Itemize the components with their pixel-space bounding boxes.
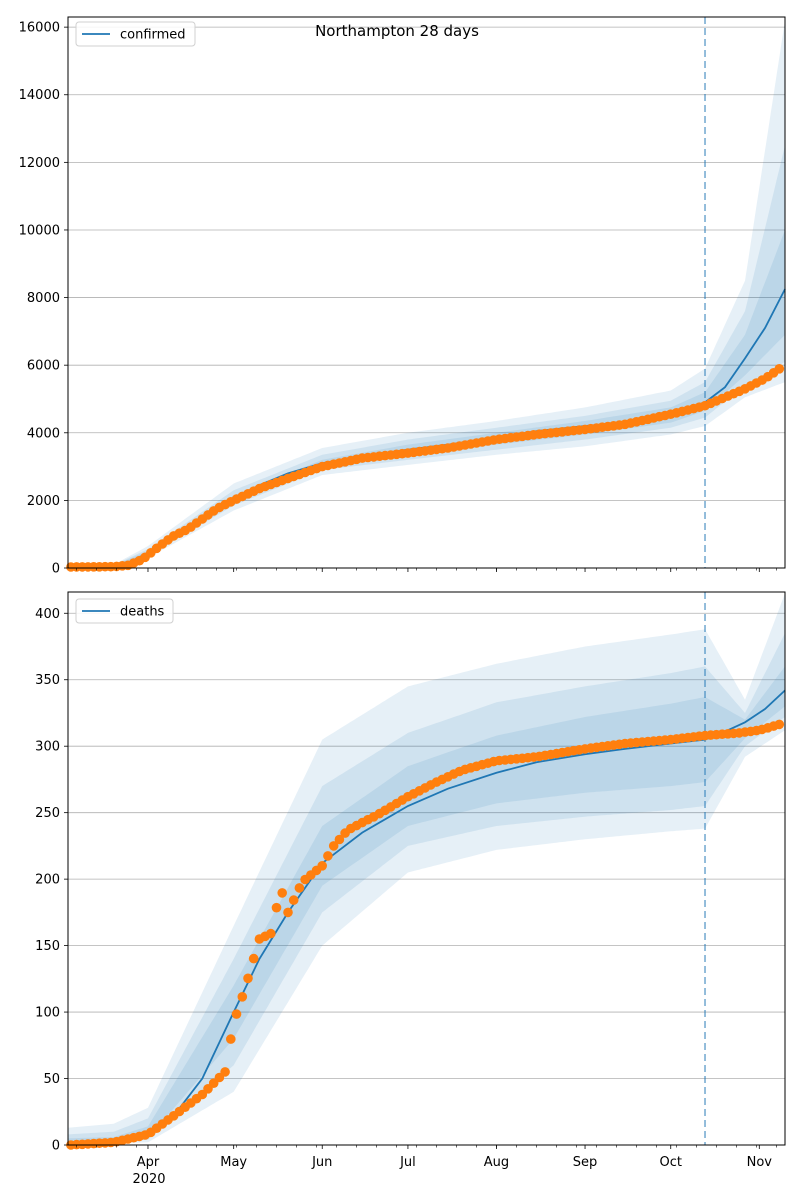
deaths-observed-point: [323, 851, 333, 861]
deaths-axes-frame: [67, 591, 786, 1146]
deaths-observed-point: [237, 992, 248, 1002]
deaths-y-tick-label: 400: [35, 607, 60, 622]
deaths-x-tick-label: May: [220, 1155, 247, 1170]
deaths-bands: [68, 593, 785, 1145]
deaths-x-tick-label: Jun: [311, 1155, 332, 1170]
confirmed-y-tick-label: 16000: [19, 21, 60, 36]
confirmed-y-tick-label: 14000: [19, 88, 60, 103]
deaths-y-tick-label: 350: [35, 673, 60, 688]
deaths-y-tick-label: 100: [35, 1006, 60, 1021]
confirmed-y-tick-label: 10000: [19, 223, 60, 238]
deaths-band-outer: [68, 593, 785, 1145]
deaths-y-tick-label: 300: [35, 740, 60, 755]
deaths-x-tick-label: Sep: [573, 1155, 598, 1170]
deaths-x-tick-label: Aug: [484, 1155, 509, 1170]
deaths-y-axis: 0 50 100 150 200 250 300 350 400: [35, 607, 68, 1154]
deaths-observed-point: [226, 1034, 236, 1044]
deaths-observed-point: [277, 888, 288, 898]
deaths-y-tick-label: 200: [35, 873, 60, 888]
deaths-observed-point: [328, 841, 339, 851]
chart-title: Northampton 28 days: [315, 22, 479, 40]
confirmed-y-tick-label: 12000: [19, 156, 60, 171]
deaths-observed-point: [288, 895, 299, 905]
deaths-x-tick-label: Jul: [399, 1155, 416, 1170]
deaths-observed-point: [231, 1009, 242, 1019]
deaths-observed-point: [283, 907, 293, 918]
confirmed-y-tick-label: 8000: [27, 291, 60, 306]
confirmed-axes-frame: [67, 16, 786, 569]
deaths-observed-point: [271, 902, 282, 913]
deaths-y-tick-label: 150: [35, 939, 60, 954]
x-axis-year-label: 2020: [132, 1172, 165, 1187]
deaths-band-middle: [68, 633, 785, 1145]
deaths-observed-point: [774, 719, 785, 730]
deaths-legend-box: [75, 598, 174, 624]
deaths-x-tick-label: Oct: [659, 1155, 681, 1170]
deaths-observed-point: [248, 953, 259, 964]
deaths-x-tick-label: Nov: [747, 1155, 773, 1170]
confirmed-panel: 0 2000 4000 6000 8000 10000 12000 14000 16000 co…: [19, 16, 786, 577]
deaths-observed-point: [334, 834, 345, 845]
confirmed-observed-series: [66, 364, 785, 572]
deaths-y-tick-label: 0: [52, 1139, 60, 1154]
deaths-x-axis: Apr May Jun Jul Aug Sep Oct Nov: [76, 1145, 777, 1170]
confirmed-legend-box: [75, 21, 196, 47]
deaths-observed-point: [266, 928, 276, 939]
confirmed-y-tick-label: 4000: [27, 426, 60, 441]
deaths-legend-label: deaths: [120, 605, 165, 620]
confirmed-y-tick-label: 6000: [27, 359, 60, 374]
deaths-y-tick-label: 50: [43, 1072, 60, 1087]
confirmed-y-tick-label: 0: [52, 562, 60, 577]
confirmed-legend-label: confirmed: [120, 28, 186, 43]
deaths-observed-point: [294, 883, 305, 893]
confirmed-y-tick-label: 2000: [27, 494, 60, 509]
deaths-y-tick-label: 250: [35, 806, 60, 821]
deaths-x-tick-label: Apr: [137, 1155, 160, 1170]
deaths-band-inner: [68, 666, 785, 1145]
deaths-observed-point: [243, 973, 253, 984]
confirmed-x-axis: [76, 568, 777, 572]
confirmed-y-axis: 0 2000 4000 6000 8000 10000 12000 14000 16000: [19, 21, 68, 577]
confirmed-band-outer: [113, 20, 785, 568]
deaths-observed-point: [317, 861, 328, 871]
confirmed-observed-point: [774, 364, 785, 374]
confirmed-legend: confirmed: [75, 21, 196, 47]
deaths-legend: deaths: [75, 598, 174, 624]
deaths-panel: 0 50 100 150 200 250 300 350 400 Apr May Jun Jul Aug…: [35, 591, 786, 1170]
deaths-observed-point: [220, 1067, 230, 1077]
